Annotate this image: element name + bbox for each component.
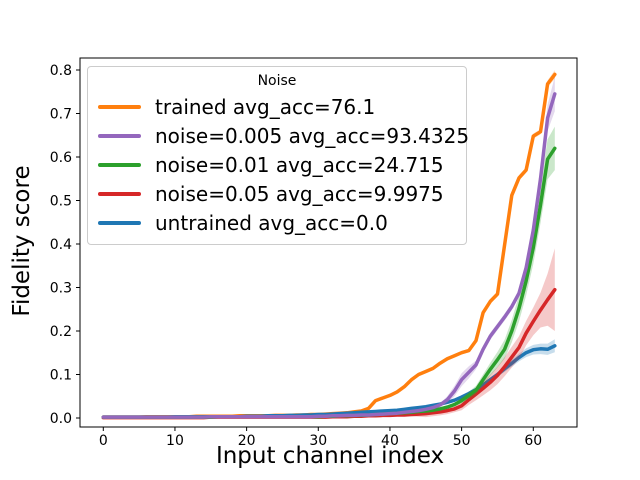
x-tick-label: 50 [453,433,471,449]
x-tick-label: 60 [524,433,542,449]
legend-label-untrained: untrained avg_acc=0.0 [155,211,388,236]
legend-entry-noise-0.005: noise=0.005 avg_acc=93.4325 [98,121,469,150]
legend-swatch-trained [98,104,141,109]
y-tick-label: 0.0 [50,411,72,427]
legend-label-trained: trained avg_acc=76.1 [155,94,376,119]
y-tick-label: 0.6 [50,150,72,166]
series-band-noise-0.05 [103,248,555,419]
y-tick-label: 0.8 [50,63,72,79]
y-tick-label: 0.1 [50,367,72,383]
legend-title: Noise [257,73,297,89]
legend-entry-trained: trained avg_acc=76.1 [98,92,456,121]
y-tick-label: 0.3 [50,280,72,296]
x-tick-label: 20 [238,433,256,449]
legend-swatch-noise-0.005 [98,133,141,138]
legend-swatch-noise-0.05 [98,192,141,197]
x-tick-label: 30 [309,433,327,449]
series-line-noise-0.005 [101,92,557,419]
legend-entry-noise-0.01: noise=0.01 avg_acc=24.715 [98,150,456,179]
legend-swatch-noise-0.01 [98,163,141,167]
legend-label-noise-0.05: noise=0.05 avg_acc=9.9975 [155,182,444,207]
legend-label-noise-0.01: noise=0.01 avg_acc=24.715 [155,153,444,177]
x-tick-label: 10 [166,433,184,449]
legend-swatch-untrained [98,221,141,226]
legend-entry-noise-0.05: noise=0.05 avg_acc=9.9975 [98,180,456,209]
x-tick-label: 40 [381,433,399,449]
legend-label-noise-0.005: noise=0.005 avg_acc=93.4325 [155,123,470,148]
y-tick-label: 0.4 [50,237,72,253]
legend-entry-untrained: untrained avg_acc=0.0 [98,209,456,238]
y-tick-label: 0.5 [50,194,72,210]
y-axis-label: Fidelity score [9,165,35,317]
y-tick-label: 0.2 [50,324,72,340]
legend: Noise trained avg_acc=76.1 noise=0.005 a… [87,66,469,245]
y-tick-label: 0.7 [50,107,72,123]
x-axis-label: Input channel index [215,443,445,469]
plot-spines [79,57,578,428]
x-tick-label: 0 [99,433,108,449]
